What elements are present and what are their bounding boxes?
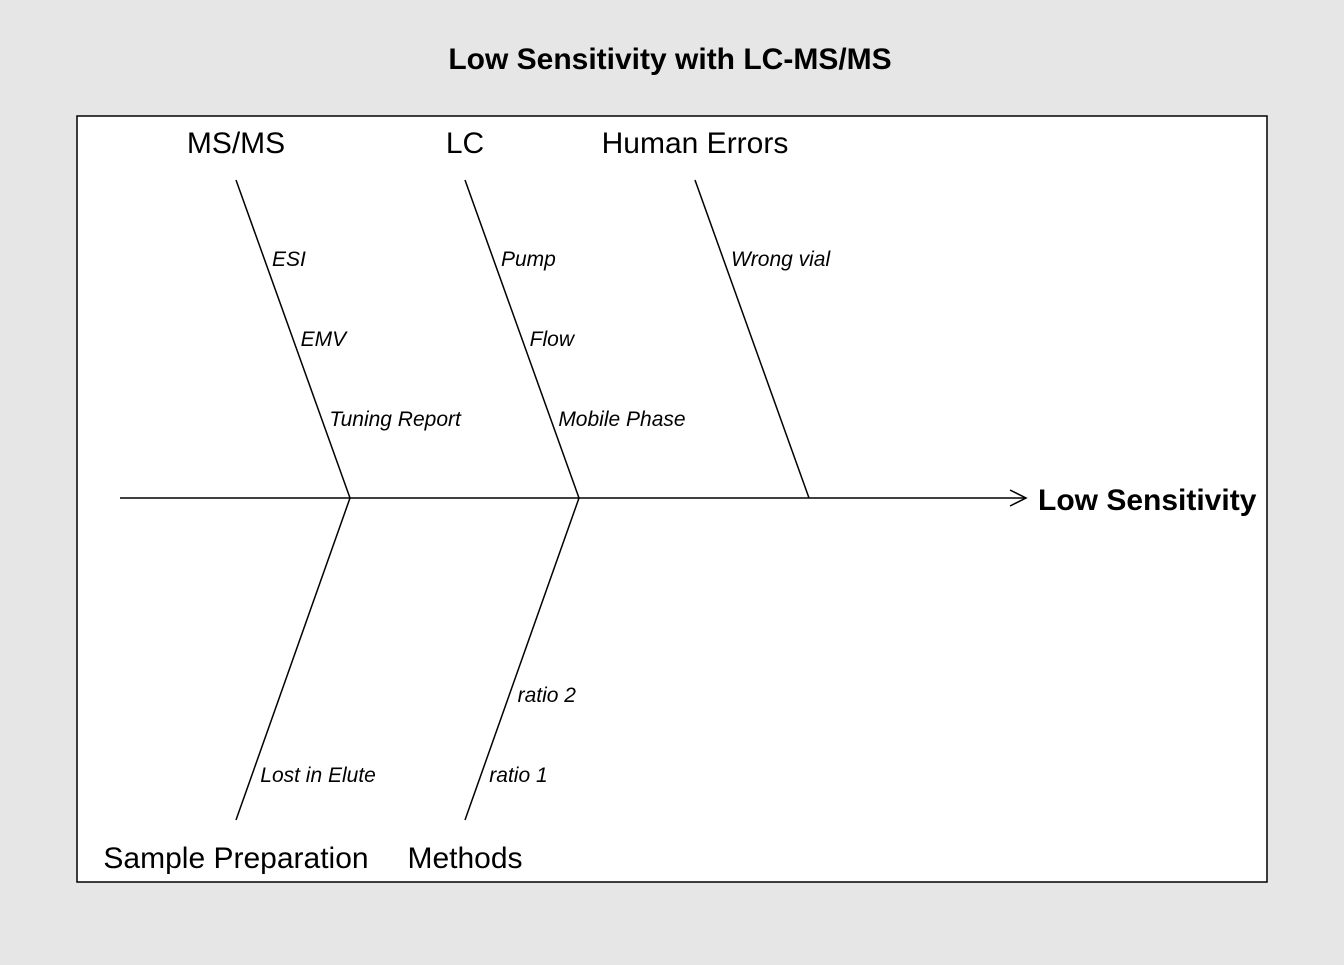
branch-line xyxy=(235,497,351,821)
category-label: Methods xyxy=(407,842,522,875)
branch-sample-preparation: Sample Preparation Lost in Elute xyxy=(103,497,376,875)
cause-label: Flow xyxy=(530,328,576,351)
cause-label: Mobile Phase xyxy=(558,408,685,431)
cause-label: Wrong vial xyxy=(731,248,832,271)
branch-line xyxy=(694,179,810,499)
branch-methods: Methods ratio 2 ratio 1 xyxy=(407,497,580,875)
category-label: LC xyxy=(446,127,484,160)
effect-label: Low Sensitivity xyxy=(1038,484,1257,517)
plot-panel xyxy=(76,115,1268,883)
plot-content: Low Sensitivity MS/MS ESI EMV Tuning Report… xyxy=(103,127,1256,875)
branch-line xyxy=(235,179,351,499)
category-label: Human Errors xyxy=(602,127,789,160)
top-branches: MS/MS ESI EMV Tuning Report LC Pump Flow Mobile… xyxy=(187,127,832,499)
branch-human-errors: Human Errors Wrong vial xyxy=(602,127,832,499)
branch-line xyxy=(464,497,580,821)
category-label: Sample Preparation xyxy=(103,842,368,875)
cause-label: ratio 2 xyxy=(518,684,577,707)
cause-label: Tuning Report xyxy=(329,408,462,431)
category-label: MS/MS xyxy=(187,127,285,160)
branch-lc: LC Pump Flow Mobile Phase xyxy=(446,127,686,499)
branch-ms-ms: MS/MS ESI EMV Tuning Report xyxy=(187,127,462,499)
bottom-branches: Sample Preparation Lost in Elute Methods ra… xyxy=(103,497,580,875)
cause-label: EMV xyxy=(301,328,349,351)
cause-label: Pump xyxy=(501,248,556,271)
cause-label: Lost in Elute xyxy=(260,764,376,787)
cause-label: ratio 1 xyxy=(489,764,547,787)
diagram-title: Low Sensitivity with LC-MS/MS xyxy=(448,43,891,76)
branch-line xyxy=(464,179,580,499)
cause-label: ESI xyxy=(272,248,306,271)
spine-arrowhead xyxy=(1009,489,1028,507)
